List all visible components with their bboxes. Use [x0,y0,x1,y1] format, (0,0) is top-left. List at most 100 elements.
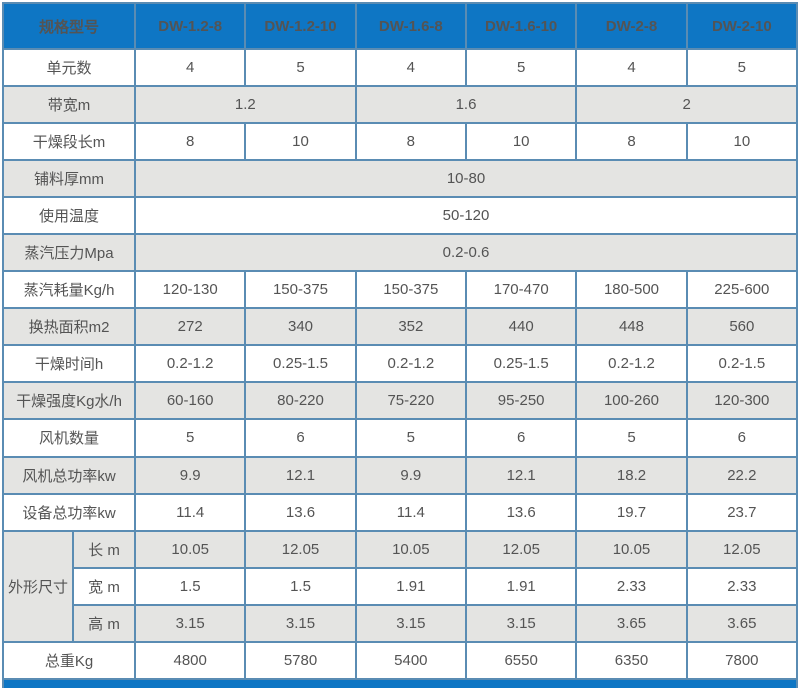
sub-row-label: 长 m [71,529,137,569]
table-row: 干燥时间h 0.2-1.2 0.25-1.5 0.2-1.2 0.25-1.5 0.2-1… [1,344,799,384]
value-cell: 340 [244,307,357,347]
table-row: 使用温度 50-120 [1,196,798,236]
value-cell: 0.2-1.5 [685,344,799,384]
table-row: 干燥段长m 8 10 8 10 8 10 [1,122,799,162]
value-cell: 3.65 [575,603,688,643]
value-cell: 8 [134,122,247,162]
sub-row-label: 高 m [71,603,137,643]
value-cell: 4 [575,47,688,88]
value-cell: 60-160 [134,381,247,421]
value-cell: 2.33 [575,566,688,606]
value-cell: 0.2-1.2 [575,344,688,384]
row-label: 干燥段长m [1,122,137,162]
table-row: 换热面积m2 272 340 352 440 448 560 [1,307,799,347]
table-row: 铺料厚mm 10-80 [1,159,798,199]
value-cell: 8 [354,122,468,162]
value-cell: 5 [354,418,468,458]
table-row: 蒸汽压力Mpa 0.2-0.6 [1,233,798,273]
table-row: 带宽m 1.2 1.6 2 [1,85,798,125]
value-cell: 150-375 [354,270,468,310]
value-cell: 352 [354,307,468,347]
value-cell: 3.15 [354,603,468,643]
value-cell: 5400 [354,640,468,681]
corner-header: 规格型号 [1,2,137,50]
row-label: 换热面积m2 [1,307,137,347]
value-cell: 22.2 [685,455,799,495]
value-cell: 0.25-1.5 [464,344,578,384]
value-cell: 4 [134,47,247,88]
row-label: 设备总功率kw [1,492,137,532]
value-cell: 5 [575,418,688,458]
value-cell: 0.2-0.6 [134,233,798,273]
value-cell: 100-260 [575,381,688,421]
value-cell: 6 [464,418,578,458]
value-cell: 3.65 [685,603,799,643]
value-cell: 120-130 [134,270,247,310]
row-label: 使用温度 [1,196,137,236]
value-cell: 170-470 [464,270,578,310]
value-cell: 7800 [685,640,799,681]
table-row: 总重Kg 4800 5780 5400 6550 6350 7800 [1,640,799,681]
value-cell: 11.4 [354,492,468,532]
value-cell: 5 [685,47,799,88]
value-cell: 10.05 [134,529,247,569]
table-row: 蒸汽耗量Kg/h 120-130 150-375 150-375 170-470 180-… [1,270,799,310]
column-header: DW-1.6-10 [464,2,578,50]
table-row: 设备总功率kw 11.4 13.6 11.4 13.6 19.7 23.7 [1,492,799,532]
value-cell: 5780 [244,640,357,681]
value-cell: 2 [575,85,798,125]
value-cell: 1.2 [134,85,357,125]
value-cell: 440 [464,307,578,347]
value-cell: 6350 [575,640,688,681]
column-header: DW-1.6-8 [354,2,468,50]
value-cell: 1.91 [354,566,468,606]
value-cell: 5 [134,418,247,458]
value-cell: 75-220 [354,381,468,421]
value-cell: 0.2-1.2 [134,344,247,384]
header-row: 规格型号 DW-1.2-8 DW-1.2-10 DW-1.6-8 DW-1.6-10 DW… [1,2,799,50]
value-cell: 10 [685,122,799,162]
table-row: 单元数 4 5 4 5 4 5 [1,47,799,88]
value-cell: 50-120 [134,196,798,236]
value-cell: 9.9 [354,455,468,495]
table-row: 风机数量 5 6 5 6 5 6 [1,418,799,458]
row-label: 干燥时间h [1,344,137,384]
value-cell: 10.05 [575,529,688,569]
value-cell: 3.15 [244,603,357,643]
value-cell: 0.2-1.2 [354,344,468,384]
column-header: DW-1.2-8 [134,2,247,50]
table-row: 外形尺寸长 m 10.05 12.05 10.05 12.05 10.05 12.05 [2,529,799,643]
table-row: 高 m 3.15 3.15 3.15 3.15 3.65 3.65 [3,603,799,643]
value-cell: 13.6 [244,492,357,532]
value-cell: 150-375 [244,270,357,310]
row-label: 总重Kg [1,640,137,681]
value-cell: 180-500 [575,270,688,310]
value-cell: 8 [575,122,688,162]
table-row: 宽 m 1.5 1.5 1.91 1.91 2.33 2.33 [3,566,799,606]
table-body: 单元数 4 5 4 5 4 5 带宽m 1.2 1.6 2 干燥段长m 8 10 8 10 8 10 铺料厚mm 10… [1,47,799,681]
table-footer-bar [2,680,798,688]
value-cell: 0.25-1.5 [244,344,357,384]
value-cell: 120-300 [685,381,799,421]
column-header: DW-2-10 [685,2,799,50]
value-cell: 2.33 [685,566,799,606]
value-cell: 1.6 [354,85,578,125]
value-cell: 12.05 [685,529,799,569]
value-cell: 4 [354,47,468,88]
value-cell: 12.1 [244,455,357,495]
value-cell: 12.1 [464,455,578,495]
value-cell: 10 [464,122,578,162]
sub-row-label: 宽 m [71,566,137,606]
value-cell: 6550 [464,640,578,681]
value-cell: 12.05 [464,529,578,569]
row-label: 单元数 [1,47,137,88]
row-label: 蒸汽压力Mpa [1,233,137,273]
value-cell: 10-80 [134,159,798,199]
value-cell: 11.4 [134,492,247,532]
value-cell: 1.5 [244,566,357,606]
group-row-label: 外形尺寸 [2,529,74,643]
value-cell: 5 [464,47,578,88]
value-cell: 1.5 [134,566,247,606]
value-cell: 225-600 [685,270,799,310]
